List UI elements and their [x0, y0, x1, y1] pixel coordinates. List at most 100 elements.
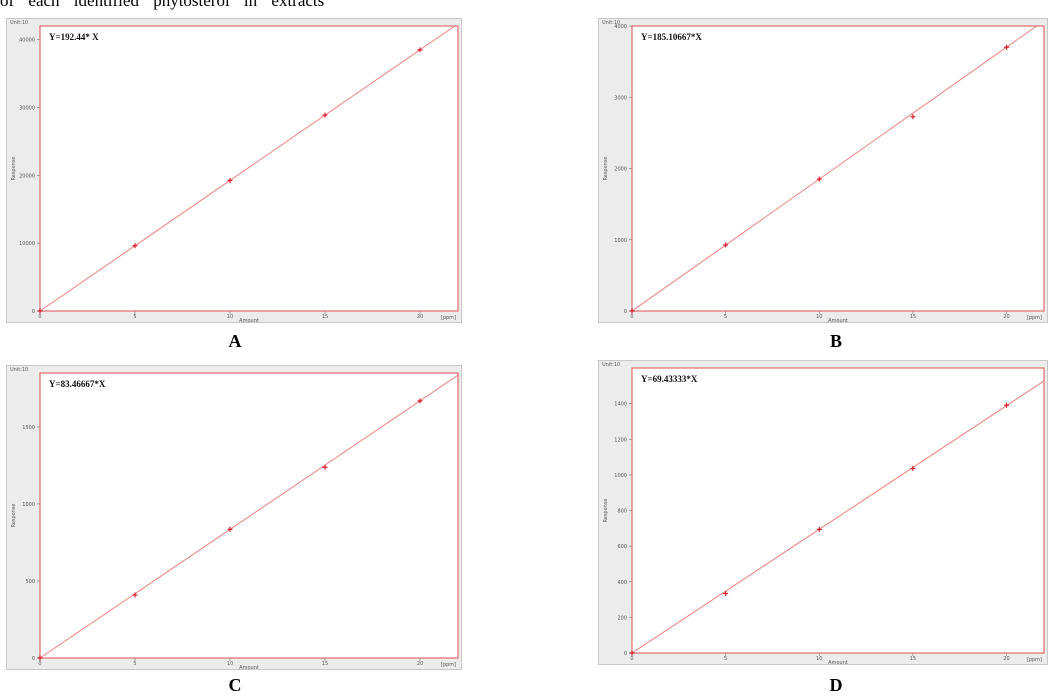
y-tick-label: 3000 [614, 95, 627, 101]
x-axis-unit: [ppm] [441, 662, 456, 668]
data-point [816, 526, 822, 532]
y-tick-label: 10000 [19, 241, 35, 247]
panel-caption-d: D [829, 675, 843, 695]
corner-label: Unit:10 [602, 362, 620, 368]
x-tick-label: 10 [227, 314, 233, 320]
chart-panel-b: Unit:10 0 1000 2000 3000 4000 0 5 10 15 20 Amount [p… [598, 18, 1048, 323]
x-tick-label: 10 [816, 656, 822, 662]
x-tick-label: 5 [133, 314, 136, 320]
y-tick-label: 0 [32, 656, 35, 662]
x-tick-label: 15 [322, 314, 328, 320]
x-tick-label: 20 [417, 314, 423, 320]
data-point [910, 465, 916, 471]
x-tick-label: 0 [630, 314, 633, 320]
x-axis-label: Amount [239, 665, 259, 670]
data-point [132, 243, 138, 249]
y-tick-label: 2000 [614, 167, 627, 173]
corner-label: Unit:10 [602, 20, 620, 26]
data-point [816, 176, 822, 182]
data-point [37, 308, 43, 314]
panel-caption-a: A [228, 331, 242, 351]
header-text: of each identified phytosterol in extrac… [0, 0, 325, 10]
fit-line [631, 25, 1037, 312]
data-point [417, 398, 423, 404]
x-axis-unit: [ppm] [1027, 315, 1042, 321]
x-tick-label: 0 [38, 314, 41, 320]
y-tick-label: 1500 [22, 425, 35, 431]
corner-label: Unit:10 [10, 20, 28, 26]
plot-area [631, 25, 1045, 312]
equation-label: Y=192.44* X [49, 32, 99, 42]
x-tick-label: 20 [1003, 314, 1009, 320]
chart-svg-c: Unit:10 0 500 1000 1500 0 5 10 15 20 Amount [ppm] Re… [6, 365, 462, 670]
x-axis-unit: [ppm] [1027, 657, 1042, 663]
data-point [37, 655, 43, 661]
y-tick-label: 600 [617, 544, 627, 550]
data-point [322, 112, 328, 118]
x-tick-label: 0 [38, 661, 41, 667]
data-point [417, 47, 423, 53]
equation-label: Y=83.46667*X [49, 379, 106, 389]
y-tick-label: 20000 [19, 173, 35, 179]
y-axis-label: Response [11, 156, 17, 180]
y-tick-label: 1200 [614, 437, 627, 443]
y-tick-label: 4000 [614, 24, 627, 30]
x-axis-label: Amount [239, 318, 259, 323]
x-axis-label: Amount [828, 318, 848, 323]
chart-panel-c: Unit:10 0 500 1000 1500 0 5 10 15 20 Amount [ppm] Re… [6, 365, 462, 670]
data-point [227, 526, 233, 532]
x-tick-label: 15 [322, 661, 328, 667]
x-tick-label: 15 [910, 314, 916, 320]
x-tick-label: 0 [630, 656, 633, 662]
panel-caption-c: C [228, 675, 242, 695]
y-tick-label: 500 [25, 579, 35, 585]
y-tick-label: 0 [32, 309, 35, 315]
x-tick-label: 5 [724, 656, 727, 662]
data-point [910, 114, 916, 120]
data-point [723, 242, 729, 248]
chart-svg-b: Unit:10 0 1000 2000 3000 4000 0 5 10 15 20 Amount [p… [598, 18, 1048, 323]
equation-label: Y=185.10667*X [641, 32, 702, 42]
chart-panel-a: Unit:10 0 10000 20000 30000 40000 0 5 10 15 20 Amou… [6, 18, 462, 323]
y-tick-label: 1400 [614, 402, 627, 408]
chart-panel-d: Unit:10 0 200 400 600 800 1000 1200 1400 0 5 10 15 20… [598, 360, 1048, 665]
fit-line [39, 25, 455, 312]
y-tick-label: 400 [617, 580, 627, 586]
plot-area [631, 367, 1045, 654]
chart-svg-d: Unit:10 0 200 400 600 800 1000 1200 1400 0 5 10 15 20… [598, 360, 1048, 665]
data-point [1004, 44, 1010, 50]
y-tick-label: 0 [624, 651, 627, 657]
y-tick-label: 1000 [614, 473, 627, 479]
fit-line [631, 380, 1045, 654]
x-tick-label: 15 [910, 656, 916, 662]
panel-caption-b: B [829, 331, 842, 351]
y-tick-label: 0 [624, 309, 627, 315]
y-axis-label: Response [603, 156, 609, 180]
x-tick-label: 5 [133, 661, 136, 667]
data-point [629, 308, 635, 314]
y-tick-label: 200 [617, 615, 627, 621]
y-tick-label: 40000 [19, 38, 35, 44]
y-tick-label: 1000 [22, 502, 35, 508]
corner-label: Unit:10 [10, 367, 28, 373]
x-tick-label: 10 [816, 314, 822, 320]
y-axis-label: Response [11, 503, 17, 527]
x-tick-label: 5 [724, 314, 727, 320]
y-tick-label: 1000 [614, 238, 627, 244]
chart-svg-a: Unit:10 0 10000 20000 30000 40000 0 5 10 15 20 Amou… [6, 18, 462, 323]
y-tick-label: 800 [617, 509, 627, 515]
data-point [322, 464, 328, 470]
x-tick-label: 10 [227, 661, 233, 667]
x-tick-label: 20 [1003, 656, 1009, 662]
data-point [1004, 402, 1010, 408]
y-axis-label: Response [603, 498, 609, 522]
data-point [629, 650, 635, 656]
x-axis-label: Amount [828, 660, 848, 665]
fit-line [39, 374, 459, 659]
equation-label: Y=69.43333*X [641, 374, 698, 384]
x-tick-label: 20 [417, 661, 423, 667]
data-point [132, 592, 138, 598]
y-tick-label: 30000 [19, 105, 35, 111]
data-point [723, 591, 729, 597]
data-point [227, 177, 233, 183]
